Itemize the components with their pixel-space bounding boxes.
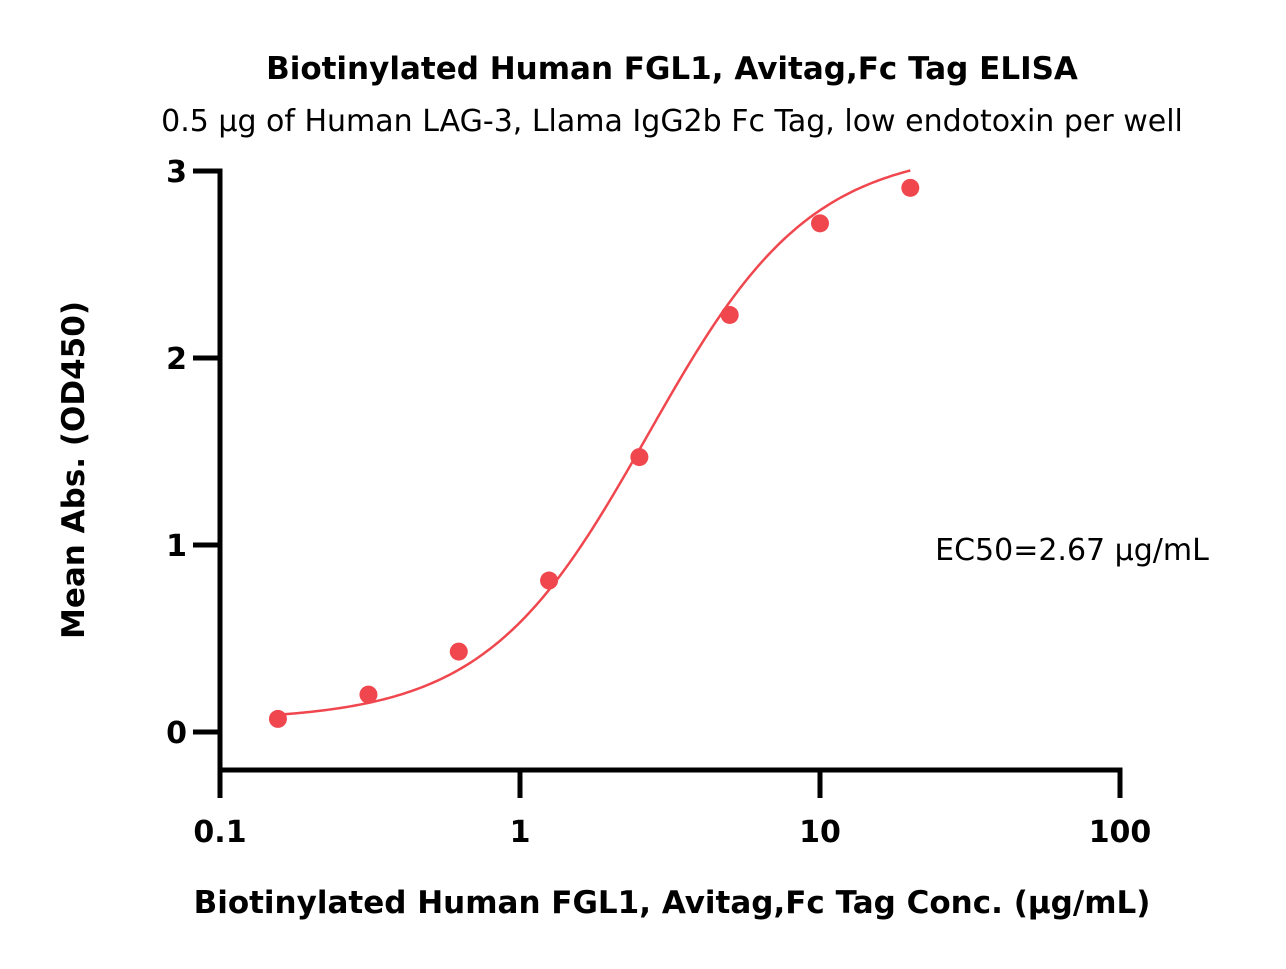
data-point xyxy=(720,305,739,324)
x-tick-label: 1 xyxy=(510,815,531,850)
y-tick-label: 3 xyxy=(166,155,187,190)
x-tick-label: 10 xyxy=(799,815,841,850)
x-axis-label: Biotinylated Human FGL1, Avitag,Fc Tag C… xyxy=(194,885,1151,921)
y-ticks: 0 1 2 3 xyxy=(166,155,220,751)
y-tick-label: 1 xyxy=(166,529,187,564)
x-ticks: 0.1 1 10 100 xyxy=(193,770,1151,850)
fit-curve xyxy=(277,169,911,717)
data-point xyxy=(268,709,287,728)
x-tick-label: 100 xyxy=(1089,815,1152,850)
axes xyxy=(217,168,1123,773)
data-point xyxy=(359,685,378,704)
y-tick-label: 2 xyxy=(166,342,187,377)
data-point xyxy=(811,214,829,233)
x-tick-label: 0.1 xyxy=(193,815,246,850)
data-points xyxy=(268,178,920,728)
chart-title: Biotinylated Human FGL1, Avitag,Fc Tag E… xyxy=(266,51,1078,87)
data-point xyxy=(449,642,468,661)
chart-subtitle: 0.5 μg of Human LAG-3, Llama IgG2b Fc Ta… xyxy=(161,104,1183,139)
ec50-annotation: EC50=2.67 μg/mL xyxy=(935,533,1209,568)
y-axis-label: Mean Abs. (OD450) xyxy=(56,301,92,639)
data-point xyxy=(540,571,559,590)
y-tick-label: 0 xyxy=(166,716,187,751)
data-point xyxy=(630,448,649,467)
data-point xyxy=(901,178,920,197)
